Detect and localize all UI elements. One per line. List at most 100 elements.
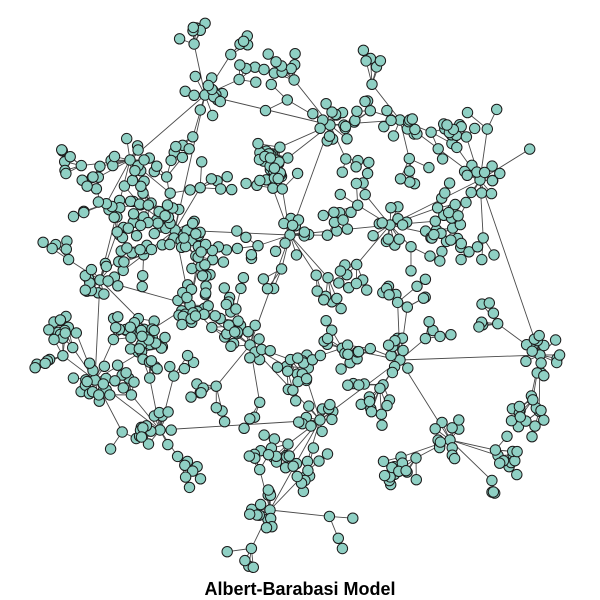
graph-node: [527, 394, 539, 406]
graph-node: [162, 406, 174, 418]
graph-node: [363, 156, 375, 169]
graph-node: [538, 370, 550, 382]
graph-node: [342, 379, 354, 391]
graph-node: [382, 339, 395, 351]
graph-node: [98, 288, 110, 300]
graph-node: [488, 249, 500, 261]
graph-node: [117, 382, 130, 394]
graph-node: [436, 153, 449, 165]
graph-node: [494, 457, 506, 469]
graph-node: [162, 438, 174, 451]
graph-node: [305, 420, 317, 432]
graph-node: [311, 285, 323, 297]
figure-caption: Albert-Barabasi Model: [204, 579, 396, 599]
graph-node: [254, 396, 266, 408]
graph-node: [97, 378, 110, 390]
graph-node: [39, 357, 51, 369]
graph-node: [336, 166, 348, 178]
graph-node: [445, 329, 457, 341]
graph-node: [317, 209, 329, 222]
graph-node: [134, 244, 146, 256]
graph-node: [350, 177, 363, 190]
graph-node: [179, 459, 191, 471]
graph-node: [100, 260, 113, 273]
graph-node: [225, 340, 237, 352]
graph-node: [460, 196, 472, 209]
graph-node: [270, 56, 282, 68]
graph-node: [494, 167, 506, 180]
graph-node: [56, 144, 68, 156]
graph-node: [60, 243, 73, 255]
graph-node: [142, 438, 155, 450]
graph-node: [221, 171, 233, 183]
graph-node: [170, 140, 182, 153]
graph-node: [271, 361, 284, 373]
graph-node: [107, 333, 120, 346]
graph-node: [400, 465, 412, 477]
graph-node: [64, 151, 76, 163]
graph-node: [257, 273, 270, 285]
graph-node: [215, 183, 227, 195]
graph-node: [188, 89, 200, 102]
graph-node: [232, 315, 244, 327]
graph-node: [258, 63, 270, 76]
graph-node: [206, 109, 219, 122]
graph-node: [189, 310, 202, 322]
graph-edge: [68, 259, 101, 281]
graph-node: [240, 231, 252, 244]
graph-node: [337, 214, 349, 226]
graph-node: [391, 296, 404, 309]
graph-node: [252, 240, 264, 252]
graph-node: [178, 232, 190, 244]
graph-node: [352, 199, 364, 211]
graph-edge: [289, 234, 329, 279]
graph-edge: [356, 224, 391, 265]
graph-node: [168, 370, 180, 382]
graph-node: [173, 33, 186, 45]
graph-node: [260, 522, 273, 534]
graph-node: [81, 375, 93, 388]
graph-node: [526, 431, 538, 443]
graph-node: [253, 333, 265, 345]
graph-node: [342, 348, 354, 360]
graph-node: [250, 76, 262, 88]
graph-edge: [105, 159, 131, 204]
graph-node: [210, 380, 222, 392]
graph-node: [176, 151, 189, 164]
graph-node: [492, 318, 504, 330]
graph-node: [262, 48, 274, 60]
graph-node: [446, 422, 458, 434]
graph-node: [291, 470, 303, 483]
graph-node: [513, 400, 526, 413]
graph-node: [226, 183, 238, 196]
graph-node: [79, 284, 92, 296]
graph-node: [231, 242, 244, 255]
graph-node: [128, 376, 140, 388]
graph-node: [233, 73, 245, 86]
graph-node: [279, 237, 291, 249]
graph-node: [121, 132, 133, 145]
graph-node: [43, 324, 55, 336]
graph-node: [410, 452, 422, 464]
graph-node: [429, 423, 441, 435]
graph-node: [127, 208, 140, 220]
graph-node: [81, 180, 93, 192]
graph-node: [287, 384, 299, 396]
graph-node: [302, 464, 314, 477]
graph-node: [238, 422, 250, 434]
graph-node: [67, 341, 79, 354]
graph-node: [334, 265, 347, 277]
graph-node: [314, 349, 327, 362]
graph-node: [118, 256, 130, 268]
graph-node: [320, 315, 332, 327]
graph-node: [281, 94, 293, 106]
graph-node: [323, 130, 336, 142]
graph-node: [275, 263, 288, 275]
graph-node: [436, 245, 448, 258]
graph-node: [471, 241, 484, 253]
graph-node: [320, 98, 332, 110]
graph-edge: [289, 234, 317, 276]
network-graph: [29, 17, 566, 573]
graph-edge: [159, 375, 175, 431]
graph-node: [272, 172, 284, 185]
